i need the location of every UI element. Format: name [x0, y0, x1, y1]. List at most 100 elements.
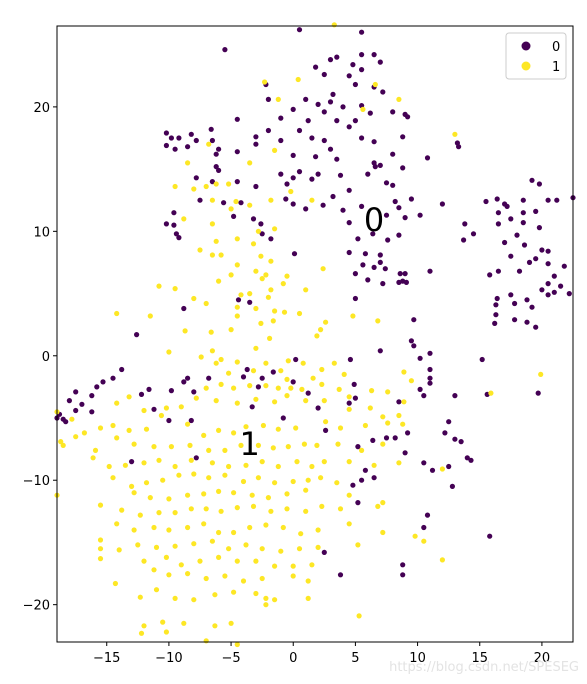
data-point-class-1	[367, 405, 373, 411]
data-point-class-1	[323, 319, 329, 325]
data-point-class-1	[396, 96, 402, 102]
data-point-class-1	[213, 238, 219, 244]
data-point-class-1	[346, 521, 352, 527]
data-point-class-1	[375, 503, 381, 509]
data-point-class-1	[222, 447, 228, 453]
data-point-class-0	[551, 273, 557, 279]
data-point-class-1	[168, 444, 174, 450]
data-point-class-0	[296, 169, 303, 175]
data-point-class-0	[371, 139, 377, 145]
data-point-class-0	[371, 264, 377, 270]
data-point-class-0	[259, 231, 265, 237]
data-point-class-0	[359, 29, 365, 35]
data-point-class-0	[327, 57, 334, 63]
data-point-class-0	[176, 135, 182, 141]
data-point-class-1	[321, 398, 327, 404]
data-point-class-0	[411, 343, 417, 349]
data-point-class-1	[97, 425, 104, 431]
data-point-class-0	[405, 114, 411, 120]
data-point-class-1	[69, 416, 75, 422]
data-point-class-1	[263, 272, 269, 278]
data-point-class-0	[359, 477, 365, 483]
data-point-class-1	[303, 508, 309, 514]
data-point-class-0	[181, 305, 187, 312]
data-point-class-0	[558, 283, 564, 289]
data-point-class-1	[275, 463, 281, 470]
data-point-class-1	[191, 541, 197, 547]
data-point-class-1	[253, 396, 259, 402]
data-point-class-1	[331, 360, 337, 366]
data-point-class-0	[397, 271, 403, 277]
data-point-class-1	[141, 623, 147, 629]
data-point-class-0	[495, 210, 501, 216]
data-point-class-0	[171, 210, 177, 216]
data-point-class-1	[319, 381, 325, 387]
data-point-class-1	[259, 459, 265, 465]
data-point-class-0	[462, 221, 468, 227]
data-point-class-1	[228, 272, 234, 278]
data-point-class-1	[238, 292, 244, 298]
data-point-class-0	[408, 338, 414, 344]
data-point-class-0	[346, 220, 352, 226]
data-point-class-0	[458, 439, 464, 445]
data-point-class-1	[197, 247, 203, 253]
data-point-class-1	[206, 447, 212, 453]
data-point-class-1	[272, 399, 278, 405]
data-point-class-0	[508, 253, 514, 259]
data-point-class-1	[295, 76, 301, 83]
data-point-class-0	[231, 213, 237, 219]
data-point-class-0	[421, 393, 427, 399]
legend-box	[505, 32, 567, 80]
data-point-class-0	[377, 162, 383, 168]
data-point-class-0	[536, 225, 543, 231]
data-point-class-1	[137, 512, 143, 518]
data-point-class-1	[166, 349, 172, 355]
data-point-class-0	[400, 165, 406, 171]
x-tick-label: 0	[289, 651, 297, 666]
data-point-class-1	[272, 563, 278, 569]
data-point-class-1	[401, 399, 407, 405]
data-point-class-0	[502, 239, 508, 246]
legend-label-1: 1	[552, 60, 560, 75]
data-point-class-0	[371, 475, 377, 481]
data-point-class-0	[73, 389, 79, 395]
data-point-class-1	[270, 445, 276, 451]
data-point-class-1	[284, 376, 290, 382]
data-point-class-0	[362, 251, 368, 257]
data-point-class-0	[427, 350, 433, 356]
data-point-class-1	[137, 594, 143, 600]
data-point-class-0	[545, 292, 551, 298]
data-point-class-1	[231, 430, 237, 436]
data-point-class-0	[293, 356, 299, 363]
data-point-class-0	[400, 572, 406, 578]
y-tick-label: 0	[42, 350, 50, 365]
data-point-class-0	[209, 179, 215, 185]
data-point-class-0	[427, 380, 433, 386]
data-point-class-0	[110, 375, 116, 381]
x-tick-label: 5	[351, 651, 359, 666]
data-point-class-0	[362, 467, 368, 473]
data-point-class-1	[234, 558, 240, 564]
data-point-class-0	[321, 71, 327, 78]
data-point-class-0	[268, 236, 274, 242]
data-point-class-1	[315, 527, 321, 533]
data-point-class-0	[421, 460, 427, 466]
data-point-class-0	[168, 135, 174, 141]
data-point-class-1	[538, 371, 544, 377]
data-point-class-1	[309, 463, 315, 470]
data-point-class-0	[514, 232, 520, 238]
data-point-class-1	[412, 533, 418, 539]
data-point-class-0	[456, 144, 462, 150]
x-tick-label: −5	[221, 651, 240, 666]
data-point-class-1	[265, 495, 271, 501]
data-point-class-0	[493, 302, 499, 308]
data-point-class-1	[201, 521, 207, 527]
data-point-class-1	[231, 385, 237, 391]
data-point-class-0	[129, 459, 135, 465]
data-point-class-1	[278, 548, 284, 554]
data-point-class-0	[89, 393, 95, 399]
data-point-class-0	[402, 450, 408, 456]
data-point-class-0	[283, 196, 289, 202]
data-point-class-0	[383, 435, 390, 441]
data-point-class-0	[524, 297, 530, 303]
